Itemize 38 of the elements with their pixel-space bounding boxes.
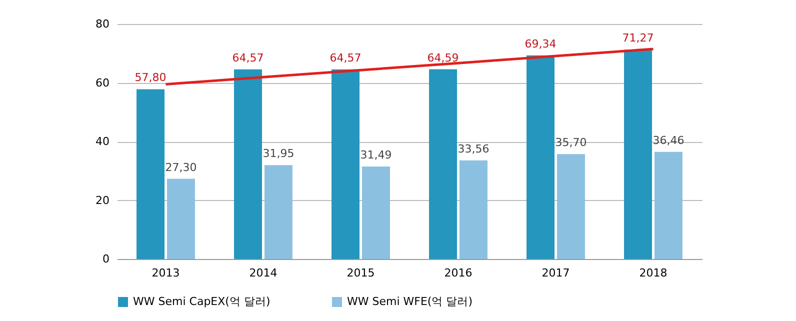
y-tick-label: 0: [102, 252, 110, 266]
data-label: 64,57: [232, 51, 264, 64]
bar: [166, 178, 195, 259]
bar: [556, 154, 585, 259]
x-tick-label: 2013: [152, 266, 180, 280]
bar: [526, 55, 555, 259]
data-label: 31,49: [360, 148, 392, 162]
data-label: 57,80: [134, 71, 166, 84]
bar: [362, 166, 390, 259]
data-label: 31,95: [262, 147, 294, 160]
bar: [264, 165, 292, 259]
x-tick-label: 2014: [249, 266, 278, 280]
data-label: 69,34: [524, 37, 556, 50]
bar: [234, 69, 262, 259]
legend-label: WW Semi CapEX(억 달러): [133, 295, 270, 308]
x-tick-label: 2018: [639, 266, 668, 280]
data-label: 35,70: [555, 136, 587, 150]
data-label: 64,59: [427, 51, 459, 64]
bar: [459, 160, 488, 259]
data-label: 27,30: [165, 160, 197, 174]
y-tick-label: 20: [96, 194, 110, 207]
y-tick-label: 40: [96, 135, 110, 148]
data-label: 71,27: [622, 32, 654, 45]
x-tick-label: 2017: [542, 266, 570, 280]
y-tick-label: 80: [96, 18, 110, 30]
x-tick-label: 2016: [444, 266, 472, 280]
data-label: 64,57: [330, 51, 362, 64]
bar: [429, 69, 458, 259]
bar: [624, 50, 652, 259]
y-tick-label: 60: [96, 76, 110, 90]
bar: [332, 69, 360, 259]
data-label: 36,46: [652, 134, 684, 147]
data-label: 33,56: [458, 142, 490, 156]
bar: [654, 152, 682, 259]
legend-label: WW Semi WFE(억 달러): [347, 295, 473, 308]
x-tick-label: 2015: [346, 266, 375, 280]
bar: [136, 89, 165, 259]
line-series: [164, 48, 654, 86]
